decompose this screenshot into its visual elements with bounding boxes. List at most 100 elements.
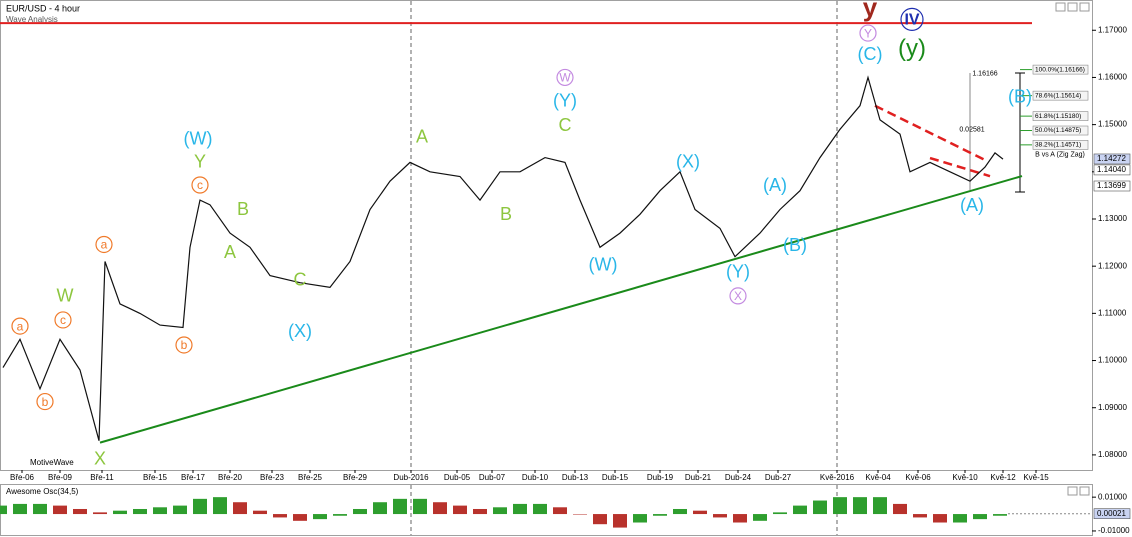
wave-label: (A) <box>960 195 984 215</box>
price-marker <box>1093 164 1131 176</box>
osc-bar <box>973 514 987 520</box>
panel-button[interactable] <box>1055 2 1066 12</box>
fib-label: 50.0%(1.14875) <box>1035 127 1081 134</box>
x-tick-label: Dub-07 <box>479 473 506 482</box>
osc-bar <box>513 503 527 515</box>
trendline <box>874 104 986 162</box>
wave-label: X <box>734 289 742 303</box>
price-marker <box>1093 153 1131 165</box>
osc-bar <box>433 502 447 515</box>
osc-bar <box>873 497 887 515</box>
fib-label-box <box>1032 90 1089 101</box>
osc-bar <box>773 512 787 515</box>
oscillator-title: Awesome Osc(34,5) <box>6 487 79 496</box>
osc-bar <box>73 508 87 515</box>
wave-label: y <box>863 0 878 22</box>
osc-bar <box>13 503 27 515</box>
x-tick-label: Kvě-15 <box>1023 473 1049 482</box>
y-tick-label: 1.10000 <box>1098 356 1127 365</box>
osc-bar <box>553 507 567 515</box>
x-tick-label: Kvě-2016 <box>820 473 855 482</box>
osc-bar <box>473 508 487 515</box>
price-marker-label: 1.13699 <box>1097 181 1126 190</box>
wave-label: c <box>197 178 203 192</box>
osc-bar <box>893 503 907 515</box>
osc-bar <box>593 514 607 525</box>
osc-bar <box>613 514 627 528</box>
osc-bar <box>373 502 387 515</box>
x-tick-label: Dub-19 <box>647 473 674 482</box>
wave-label: B <box>237 199 249 219</box>
fib-label-box <box>1032 64 1089 75</box>
x-tick-label: Dub-24 <box>725 473 752 482</box>
x-tick-label: Dub-15 <box>602 473 629 482</box>
wave-label: A <box>224 242 236 262</box>
osc-bar <box>333 514 347 516</box>
osc-y-tick-label: -0.01000 <box>1098 526 1130 535</box>
osc-bar <box>753 514 767 521</box>
trendline <box>929 156 991 178</box>
wave-label: B <box>500 204 512 224</box>
fib-label-box <box>1032 140 1089 150</box>
wave-label: (B) <box>1008 86 1032 106</box>
osc-bar <box>733 514 747 523</box>
osc-bar <box>713 514 727 518</box>
source-label: MotiveWave <box>30 458 74 467</box>
wave-label: b <box>181 338 188 352</box>
y-tick-label: 1.17000 <box>1098 25 1127 34</box>
fib-label: 38.2%(1.14571) <box>1035 142 1081 149</box>
panel-button[interactable] <box>1067 2 1078 12</box>
wave-label: (W) <box>589 254 618 274</box>
price-panel-frame <box>0 0 1093 471</box>
osc-bar <box>53 505 67 515</box>
wave-circle <box>556 68 574 87</box>
osc-bar <box>353 508 367 515</box>
x-tick-label: Bře-06 <box>10 473 35 482</box>
wave-label: Y <box>864 26 872 40</box>
note: 0.02581 <box>959 127 984 134</box>
osc-y-tick-label: 0.01000 <box>1098 492 1127 501</box>
x-tick-label: Dub-21 <box>685 473 712 482</box>
price-line <box>2 75 1004 441</box>
y-tick-label: 1.13000 <box>1098 214 1127 223</box>
panel-button[interactable] <box>1067 486 1078 496</box>
y-tick-label: 1.09000 <box>1098 403 1127 412</box>
x-tick-label: Dub-2016 <box>393 473 429 482</box>
wave-circle <box>900 7 924 32</box>
wave-label: (B) <box>783 235 807 255</box>
wave-circle <box>729 287 747 305</box>
fib-label: 61.8%(1.15180) <box>1035 113 1081 120</box>
osc-bar <box>173 505 187 515</box>
price-marker-label: 1.14040 <box>1097 165 1126 174</box>
x-tick-label: Bře-11 <box>90 473 114 482</box>
fib-label: 100.0%(1.16166) <box>1035 66 1085 73</box>
osc-bar <box>293 514 307 521</box>
wave-label: (W) <box>184 128 213 148</box>
wave-label: C <box>294 270 307 290</box>
wave-label: a <box>101 238 108 252</box>
x-tick-label: Kvě-10 <box>952 473 978 482</box>
x-tick-label: Bře-17 <box>181 473 206 482</box>
osc-bar <box>253 510 267 515</box>
osc-bar <box>0 505 7 515</box>
osc-bar <box>793 505 807 515</box>
osc-bar <box>153 507 167 515</box>
wave-label: Y <box>194 152 206 172</box>
wave-circle <box>95 235 113 254</box>
wave-label: A <box>416 127 428 147</box>
panel-button[interactable] <box>1079 2 1090 12</box>
y-tick-label: 1.12000 <box>1098 261 1127 270</box>
osc-bar <box>313 514 327 520</box>
wave-label: (C) <box>858 44 883 64</box>
note: 1.16166 <box>972 71 997 78</box>
osc-bar <box>633 514 647 523</box>
wave-label: IV <box>904 12 919 29</box>
osc-bar <box>693 510 707 515</box>
price-marker <box>1093 180 1131 192</box>
x-tick-label: Bře-09 <box>48 473 73 482</box>
panel-button[interactable] <box>1079 486 1090 496</box>
x-tick-label: Dub-05 <box>444 473 471 482</box>
x-tick-label: Dub-13 <box>562 473 589 482</box>
